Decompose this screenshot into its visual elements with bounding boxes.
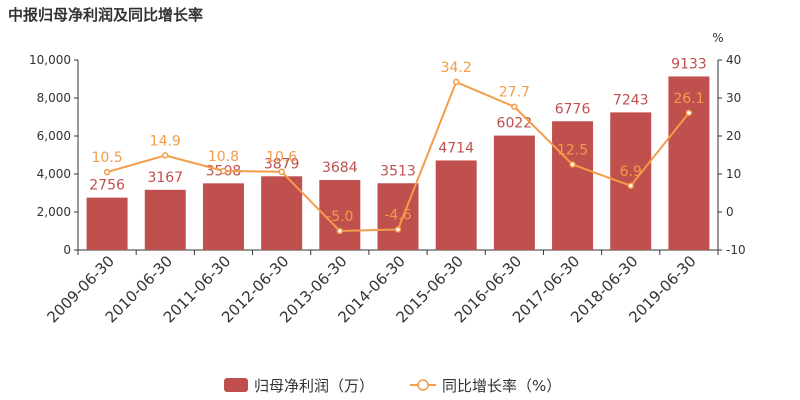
bar-data-label: 4714 [438, 140, 474, 156]
line-data-label: 26.1 [673, 91, 704, 107]
bar-data-label: 3167 [147, 170, 183, 186]
bar [668, 76, 710, 251]
bar [202, 183, 244, 250]
bar [144, 189, 186, 250]
line-data-label: 12.5 [557, 143, 588, 159]
growth-point [511, 103, 518, 110]
y-right-tick-label: 40 [726, 53, 741, 67]
bar [261, 176, 303, 250]
bar-data-label: 9133 [671, 56, 707, 72]
bar-data-label: 6022 [497, 116, 533, 132]
bar-data-label: 7243 [613, 92, 649, 108]
growth-point [452, 78, 460, 86]
line-data-label: 10.6 [266, 150, 297, 166]
chart-title: 中报归母净利润及同比增长率 [8, 6, 204, 24]
bar [319, 180, 361, 250]
line-data-label: 6.9 [620, 164, 642, 180]
y-left-tick-label: 8,000 [37, 91, 71, 105]
legend-line-marker [417, 379, 429, 391]
y-right-tick-label: 20 [726, 129, 741, 143]
legend-bar-label: 归母净利润（万） [254, 377, 374, 395]
y-right-tick-label: 10 [726, 167, 741, 181]
y-left-tick-label: 0 [63, 243, 71, 257]
line-data-label: 34.2 [441, 60, 472, 76]
bar-data-label: 3879 [264, 156, 300, 172]
line-data-label: 10.8 [208, 149, 239, 165]
bar [86, 197, 128, 250]
bar [552, 121, 594, 250]
line-data-label: 10.5 [92, 150, 123, 166]
y-right-tick-label: 30 [726, 91, 741, 105]
bar-data-label: 6776 [555, 101, 591, 117]
growth-point [394, 226, 402, 233]
growth-point [627, 182, 634, 190]
y-right-tick-label: 0 [726, 205, 734, 219]
y-left-tick-label: 6,000 [37, 129, 71, 143]
growth-point [220, 167, 227, 175]
y-right-tick-label: -10 [726, 243, 746, 257]
y-left-tick-label: 2,000 [37, 205, 71, 219]
growth-point [278, 168, 285, 175]
line-data-label: 14.9 [150, 133, 181, 149]
y-left-tick-label: 10,000 [29, 53, 71, 67]
legend-line-label: 同比增长率（%） [442, 377, 561, 395]
y-right-axis-label: % [712, 31, 723, 45]
line-data-label: -5.0 [326, 209, 353, 225]
line-data-label: -4.6 [384, 207, 411, 223]
bar-data-label: 2756 [89, 178, 125, 194]
bar [493, 135, 535, 250]
growth-point [685, 109, 693, 117]
bar [435, 160, 477, 250]
growth-point [336, 227, 344, 235]
growth-point [103, 168, 111, 176]
line-data-label: 27.7 [499, 85, 530, 101]
bar-data-label: 3684 [322, 160, 358, 176]
growth-point [569, 161, 576, 168]
y-left-tick-label: 4,000 [37, 167, 71, 181]
bar-data-label: 3513 [380, 163, 416, 179]
growth-point [162, 152, 169, 159]
legend-bar-swatch [224, 378, 248, 392]
